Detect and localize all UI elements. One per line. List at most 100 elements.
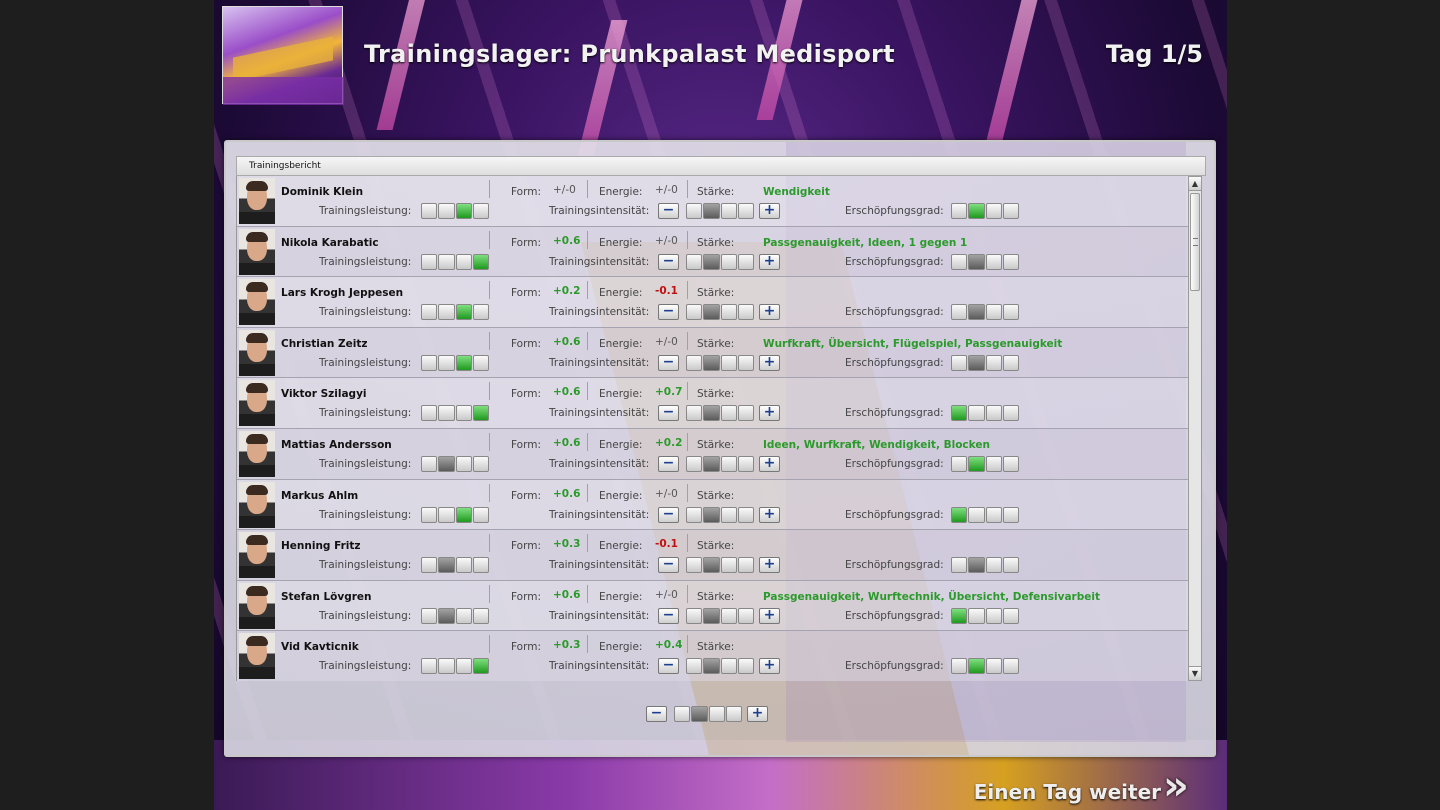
training-intensity-label: Trainingsintensität: <box>549 205 650 217</box>
intensity-plus-button[interactable]: + <box>759 455 780 472</box>
form-label: Form: <box>511 590 541 603</box>
strength-skills: Wurfkraft, Übersicht, Flügelspiel, Passg… <box>763 337 1063 350</box>
form-value: +0.6 <box>553 588 581 601</box>
training-intensity-label: Trainingsintensität: <box>549 508 650 521</box>
intensity-plus-button[interactable]: + <box>759 607 780 624</box>
player-name: Vid Kavticnik <box>281 641 359 654</box>
player-row: Stefan Lövgren Form: +0.6 Energie: +/-0 … <box>237 580 1188 632</box>
exhaustion-meter <box>951 304 1019 321</box>
arena-thumbnail <box>222 6 344 105</box>
training-performance-meter <box>421 253 489 270</box>
form-value: +0.6 <box>553 234 581 247</box>
exhaustion-meter <box>951 506 1019 523</box>
form-label: Form: <box>511 540 541 553</box>
training-intensity-label: Trainingsintensität: <box>549 306 650 319</box>
intensity-minus-button[interactable]: − <box>658 253 679 270</box>
training-intensity-meter <box>686 455 754 472</box>
intensity-plus-button[interactable]: + <box>759 557 780 574</box>
player-name: Markus Ahlm <box>281 489 359 502</box>
training-performance-label: Trainingsleistung: <box>319 508 412 521</box>
intensity-minus-button[interactable]: − <box>658 354 679 371</box>
double-chevron-right-icon[interactable]: » <box>1163 763 1189 809</box>
exhaustion-label: Erschöpfungsgrad: <box>845 609 944 622</box>
intensity-plus-button[interactable]: + <box>759 506 780 523</box>
strength-skills: Passgenauigkeit, Ideen, 1 gegen 1 <box>763 236 968 249</box>
energy-label: Energie: <box>599 540 643 553</box>
energy-value: -0.1 <box>655 538 678 551</box>
energy-label: Energie: <box>599 590 643 603</box>
training-performance-label: Trainingsleistung: <box>319 306 412 319</box>
next-day-button[interactable]: Einen Tag weiter <box>973 780 1161 804</box>
scroll-up-arrow-icon[interactable]: ▲ <box>1189 177 1201 191</box>
player-row: Nikola Karabatic Form: +0.6 Energie: +/-… <box>237 226 1188 278</box>
intensity-plus-button[interactable]: + <box>759 658 780 675</box>
intensity-plus-button[interactable]: + <box>759 253 780 270</box>
energy-value: +/-0 <box>655 588 678 601</box>
intensity-plus-button[interactable]: + <box>759 354 780 371</box>
exhaustion-label: Erschöpfungsgrad: <box>845 356 944 369</box>
training-intensity-meter <box>686 354 754 371</box>
global-intensity-control: − + <box>646 706 786 724</box>
training-performance-meter <box>421 607 489 624</box>
player-name: Henning Fritz <box>281 540 361 553</box>
form-label: Form: <box>511 641 541 654</box>
player-avatar <box>239 380 275 427</box>
energy-value: +0.2 <box>655 436 683 449</box>
exhaustion-label: Erschöpfungsgrad: <box>845 205 944 217</box>
intensity-minus-button[interactable]: − <box>658 304 679 321</box>
energy-value: +/-0 <box>655 234 678 247</box>
training-performance-label: Trainingsleistung: <box>319 457 412 470</box>
intensity-minus-button[interactable]: − <box>658 607 679 624</box>
intensity-minus-button[interactable]: − <box>658 557 679 574</box>
training-performance-label: Trainingsleistung: <box>319 660 412 673</box>
training-intensity-label: Trainingsintensität: <box>549 660 650 673</box>
strength-label: Stärke: <box>697 186 735 198</box>
training-intensity-meter <box>686 557 754 574</box>
energy-value: -0.1 <box>655 285 678 298</box>
light-streak <box>986 0 1038 140</box>
scrollbar[interactable]: ▲ ▼ <box>1188 176 1202 681</box>
intensity-plus-button[interactable]: + <box>759 304 780 321</box>
exhaustion-meter <box>951 455 1019 472</box>
form-value: +0.6 <box>553 335 581 348</box>
intensity-minus-button[interactable]: − <box>658 658 679 675</box>
training-performance-meter <box>421 304 489 321</box>
exhaustion-label: Erschöpfungsgrad: <box>845 407 944 420</box>
global-intensity-plus-button[interactable]: + <box>747 706 768 722</box>
strength-label: Stärke: <box>697 489 735 502</box>
training-performance-label: Trainingsleistung: <box>319 255 412 268</box>
intensity-minus-button[interactable]: − <box>658 203 679 219</box>
strength-label: Stärke: <box>697 236 735 249</box>
training-performance-label: Trainingsleistung: <box>319 407 412 420</box>
global-intensity-minus-button[interactable]: − <box>646 706 667 722</box>
training-performance-meter <box>421 405 489 422</box>
intensity-minus-button[interactable]: − <box>658 405 679 422</box>
scroll-down-arrow-icon[interactable]: ▼ <box>1189 666 1201 680</box>
player-avatar <box>239 633 275 680</box>
page-title: Trainingslager: Prunkpalast Medisport <box>364 40 895 68</box>
training-intensity-label: Trainingsintensität: <box>549 407 650 420</box>
scroll-thumb[interactable] <box>1190 193 1200 291</box>
energy-value: +0.7 <box>655 386 683 399</box>
strength-label: Stärke: <box>697 438 735 451</box>
player-avatar <box>239 481 275 528</box>
intensity-plus-button[interactable]: + <box>759 405 780 422</box>
energy-label: Energie: <box>599 388 643 401</box>
player-row: Markus Ahlm Form: +0.6 Energie: +/-0 Stä… <box>237 479 1188 531</box>
player-avatar <box>239 532 275 579</box>
form-label: Form: <box>511 186 541 198</box>
player-avatar <box>239 329 275 376</box>
form-value: +0.3 <box>553 538 581 551</box>
intensity-minus-button[interactable]: − <box>658 506 679 523</box>
form-value: +0.6 <box>553 386 581 399</box>
intensity-minus-button[interactable]: − <box>658 455 679 472</box>
intensity-plus-button[interactable]: + <box>759 203 780 219</box>
player-name: Christian Zeitz <box>281 337 368 350</box>
player-avatar <box>239 279 275 326</box>
player-row: Henning Fritz Form: +0.3 Energie: -0.1 S… <box>237 530 1188 581</box>
form-label: Form: <box>511 489 541 502</box>
energy-value: +/-0 <box>655 335 678 348</box>
energy-label: Energie: <box>599 287 643 300</box>
player-row: Mattias Andersson Form: +0.6 Energie: +0… <box>237 428 1188 480</box>
exhaustion-label: Erschöpfungsgrad: <box>845 660 944 673</box>
